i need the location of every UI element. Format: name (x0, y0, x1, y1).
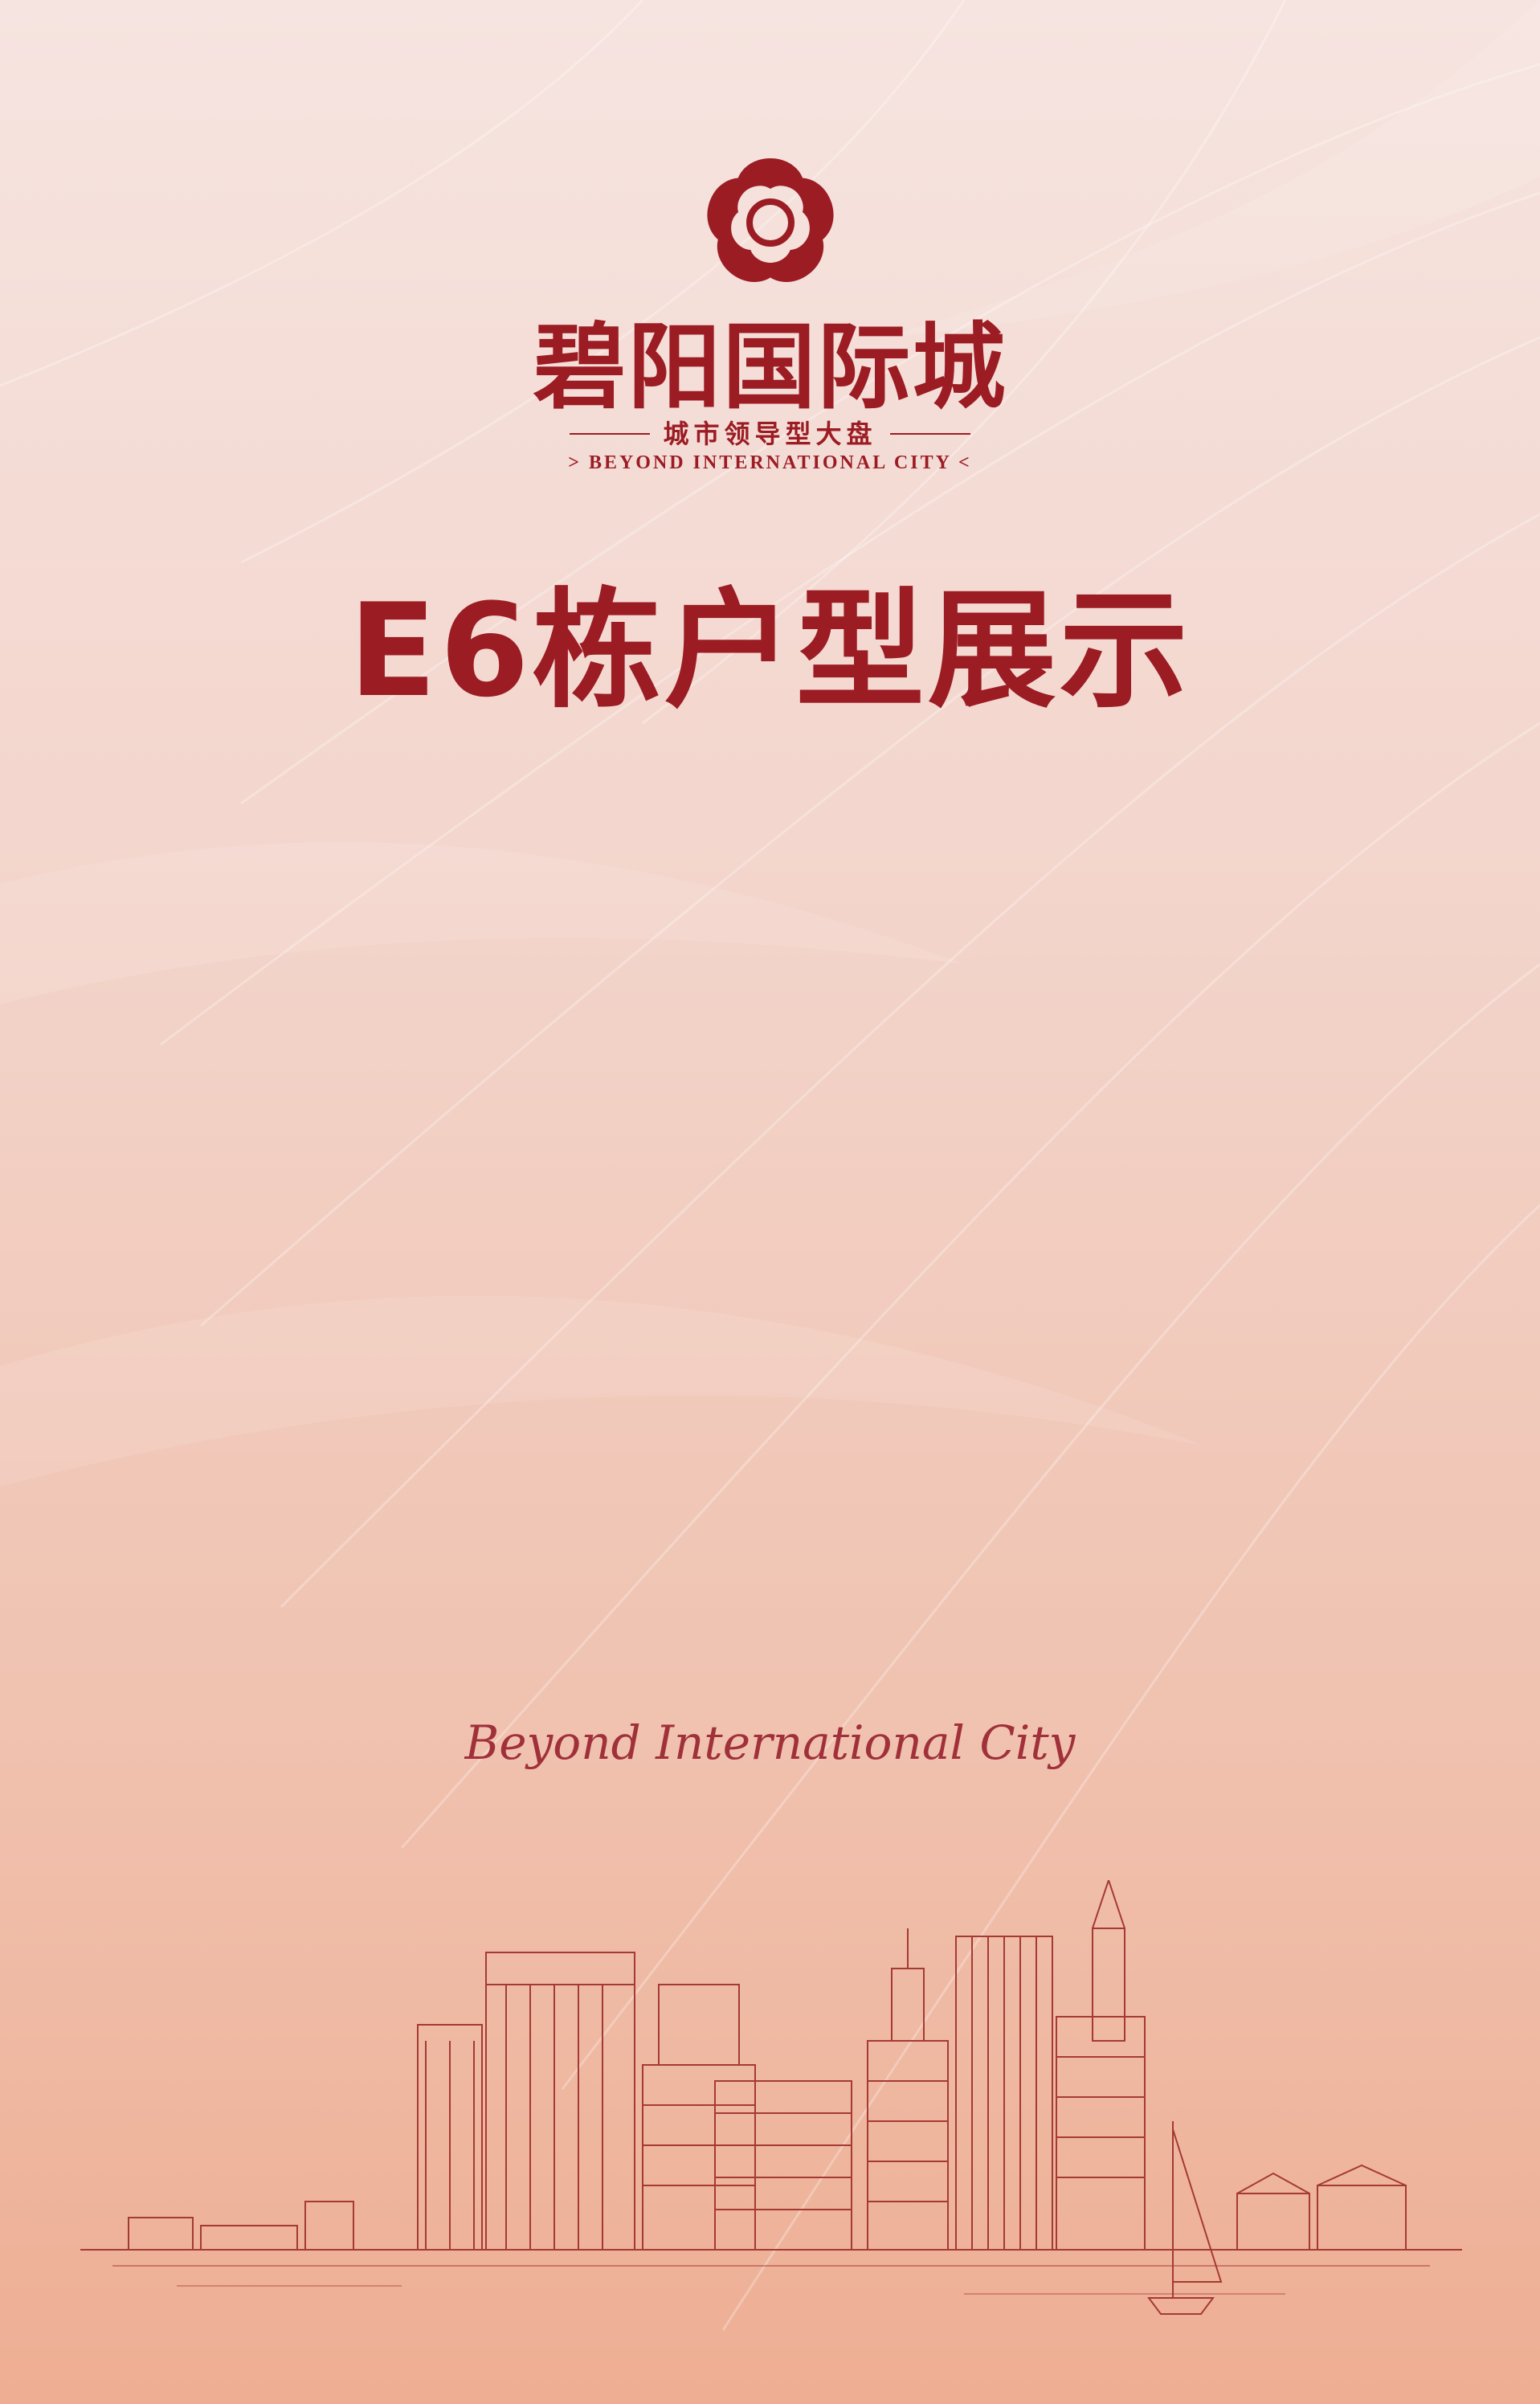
flower-logo-icon (701, 158, 840, 292)
city-skyline-illustration (80, 1880, 1462, 2315)
tagline-rule-left (570, 433, 651, 435)
brand-tagline-cn: 城市领导型大盘 (663, 419, 877, 449)
brand-script-en: Beyond International City (464, 1715, 1076, 1770)
tagline-rule-right (889, 433, 970, 435)
tagline-row: 城市领导型大盘 (0, 421, 1540, 447)
brand-name-cn: 碧阳国际城 (533, 313, 1007, 422)
brand-name-en: > BEYOND INTERNATIONAL CITY < (568, 452, 972, 473)
page-title: E6栋户型展示 (349, 575, 1191, 726)
